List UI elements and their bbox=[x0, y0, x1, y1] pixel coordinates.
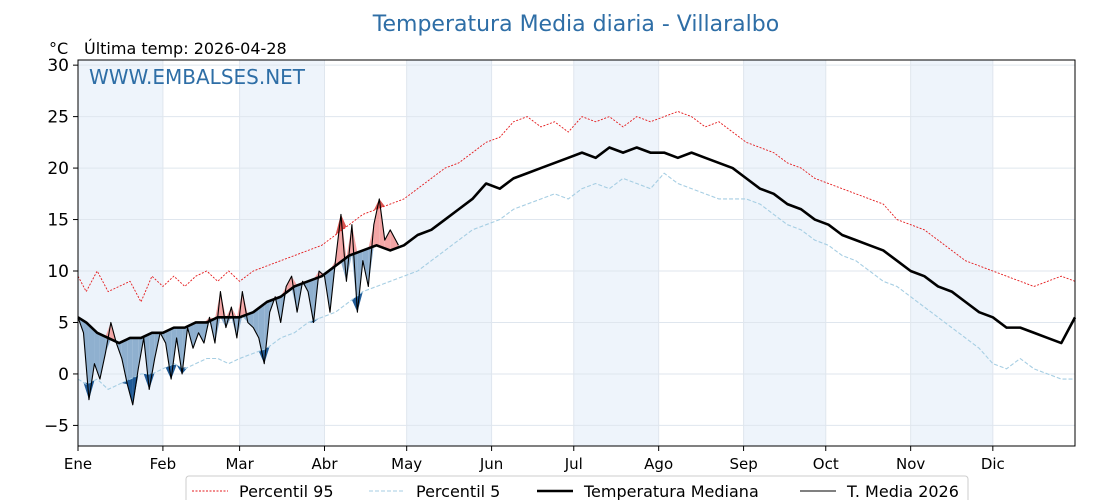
legend-label-current: T. Media 2026 bbox=[846, 482, 959, 500]
y-tick-label: 15 bbox=[47, 211, 69, 231]
x-tick-label: Abr bbox=[312, 455, 339, 473]
fill-below-median bbox=[193, 322, 199, 349]
y-tick-label: 25 bbox=[47, 108, 69, 128]
x-tick-label: Nov bbox=[896, 455, 925, 473]
x-tick-label: Mar bbox=[225, 455, 254, 473]
x-axis-ticks: Ene Feb Mar Abr May Jun Jul Ago Sep Oct Nov Dic bbox=[64, 446, 1005, 473]
legend: Percentil 95 Percentil 5 Temperatura Media… bbox=[185, 475, 969, 500]
x-tick-label: Ene bbox=[64, 455, 92, 473]
fill-below-p5 bbox=[182, 367, 188, 374]
y-unit-label: °C bbox=[49, 39, 68, 58]
fill-above-median bbox=[105, 322, 111, 340]
fill-above-median bbox=[384, 229, 391, 251]
y-tick-label: 0 bbox=[58, 365, 69, 385]
legend-label-p5: Percentil 5 bbox=[416, 482, 500, 500]
fill-above-median bbox=[220, 291, 226, 318]
series-line-current bbox=[77, 198, 399, 406]
fill-above-median bbox=[373, 198, 380, 247]
legend-box bbox=[185, 475, 969, 500]
fill-below-p5 bbox=[351, 295, 358, 313]
y-tick-label: 10 bbox=[47, 262, 69, 282]
series-lines bbox=[77, 111, 1077, 406]
y-tick-label: −5 bbox=[44, 416, 69, 436]
fill-above-median bbox=[390, 229, 399, 251]
plot-frame bbox=[77, 59, 1076, 447]
band-jul bbox=[573, 60, 659, 446]
x-tick-label: Feb bbox=[150, 455, 177, 473]
fill-above-median bbox=[214, 291, 221, 319]
x-tick-label: Jul bbox=[564, 455, 583, 473]
legend-label-median: Temperatura Mediana bbox=[583, 482, 759, 500]
x-tick-label: Dic bbox=[981, 455, 1005, 473]
fill-below-p5 bbox=[258, 349, 265, 364]
fill-below-median bbox=[121, 339, 128, 385]
x-tick-label: Jun bbox=[479, 455, 503, 473]
fill-below-median bbox=[225, 317, 232, 328]
band-may bbox=[406, 60, 492, 446]
fill-above-median bbox=[329, 260, 336, 270]
band-mar bbox=[239, 60, 325, 446]
fill-below-median bbox=[99, 334, 106, 380]
y-tick-label: 20 bbox=[47, 159, 69, 179]
y-axis-ticks: 30 25 20 15 10 5 0 −5 bbox=[44, 56, 78, 436]
y-tick-label: 30 bbox=[47, 56, 69, 76]
watermark: WWW.EMBALSES.NET bbox=[89, 65, 306, 89]
fill-above-median bbox=[236, 291, 243, 318]
fill-below-median bbox=[258, 303, 265, 364]
series-line-p95 bbox=[77, 111, 1076, 303]
fill-above-median bbox=[225, 307, 232, 318]
fill-below-median bbox=[105, 336, 111, 354]
fill-above-median bbox=[346, 224, 352, 258]
x-tick-label: Sep bbox=[729, 455, 757, 473]
band-nov bbox=[910, 60, 993, 446]
fill-below-median bbox=[88, 325, 95, 400]
chart-title: Temperatura Media diaria - Villaralbo bbox=[372, 12, 779, 37]
fill-below-median bbox=[346, 254, 352, 282]
fill-below-median bbox=[362, 248, 369, 287]
month-bands bbox=[78, 60, 993, 446]
fill-below-median bbox=[253, 308, 259, 338]
fill-below-median bbox=[214, 317, 221, 344]
fill-below-p5 bbox=[149, 372, 155, 390]
legend-label-p95: Percentil 95 bbox=[239, 482, 334, 500]
series-line-p5 bbox=[77, 172, 1075, 390]
x-tick-label: May bbox=[391, 455, 422, 473]
band-sep bbox=[743, 60, 826, 446]
fill-below-p5 bbox=[88, 380, 95, 400]
x-tick-label: Oct bbox=[813, 455, 839, 473]
x-tick-label: Ago bbox=[644, 455, 673, 473]
series-line-median bbox=[77, 146, 1077, 345]
y-tick-label: 5 bbox=[58, 313, 69, 333]
fill-below-p5 bbox=[313, 318, 320, 323]
fill-below-median bbox=[198, 322, 204, 344]
last-temp-label: Última temp: 2026-04-28 bbox=[84, 39, 287, 58]
